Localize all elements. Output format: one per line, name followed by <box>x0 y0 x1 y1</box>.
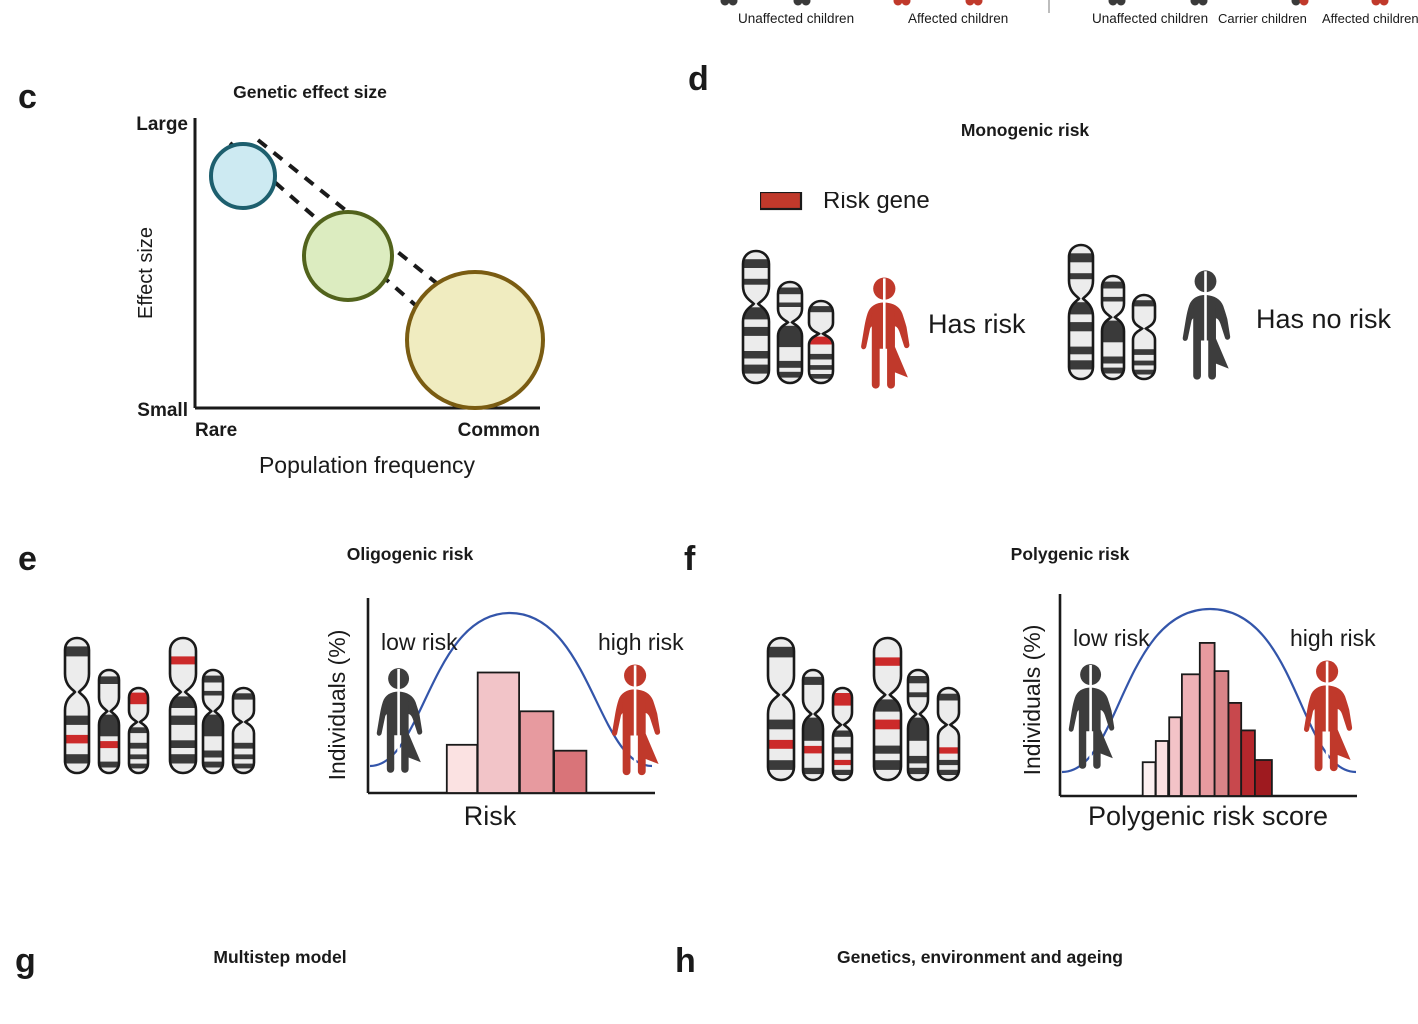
svg-text:Population frequency: Population frequency <box>259 452 476 478</box>
svg-text:Has no risk: Has no risk <box>1256 304 1392 334</box>
svg-text:Polygenic risk score: Polygenic risk score <box>1088 801 1328 831</box>
svg-text:low risk: low risk <box>1073 625 1150 651</box>
svg-text:Risk: Risk <box>464 801 517 831</box>
svg-text:Common: Common <box>458 420 540 441</box>
svg-text:Risk gene: Risk gene <box>823 192 930 214</box>
svg-text:Has risk: Has risk <box>928 309 1026 339</box>
svg-text:Small: Small <box>137 400 188 421</box>
svg-text:Rare: Rare <box>195 420 237 441</box>
svg-text:Large: Large <box>136 114 188 135</box>
svg-text:Individuals (%): Individuals (%) <box>324 630 350 781</box>
svg-text:high risk: high risk <box>1290 625 1376 651</box>
svg-text:Individuals (%): Individuals (%) <box>1019 625 1045 776</box>
svg-text:Effect size: Effect size <box>135 227 157 319</box>
svg-text:low risk: low risk <box>381 629 458 655</box>
svg-text:high risk: high risk <box>598 629 684 655</box>
